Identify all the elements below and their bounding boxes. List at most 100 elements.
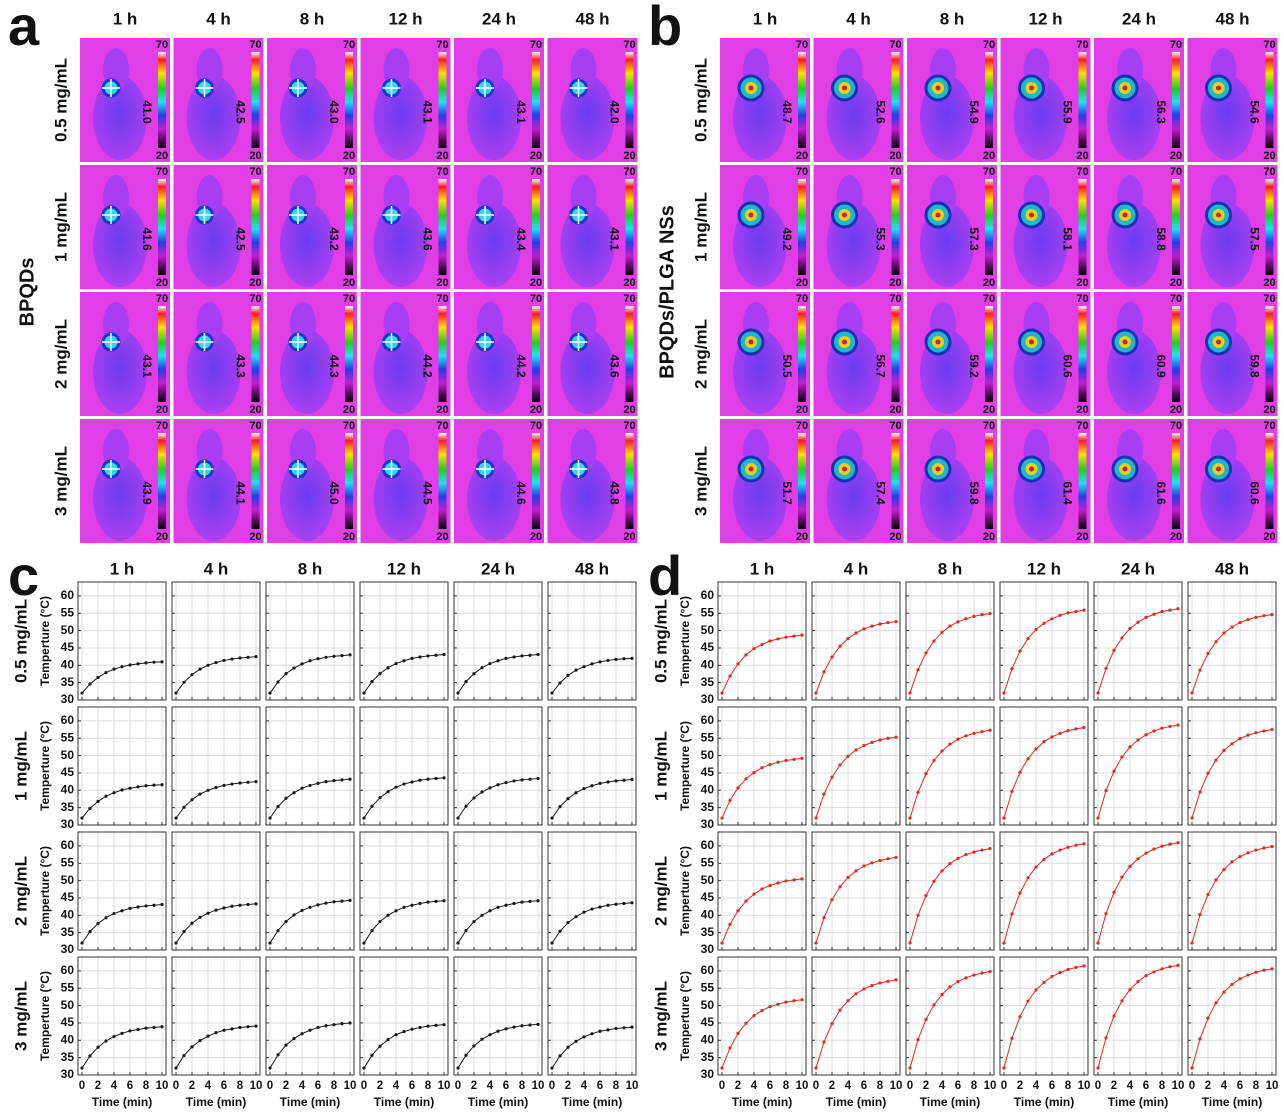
scale-max: 70 bbox=[156, 293, 168, 305]
scale-max: 70 bbox=[343, 293, 355, 305]
scale-max: 70 bbox=[1263, 39, 1275, 51]
data-point bbox=[948, 742, 952, 746]
column-label: 12 h bbox=[1028, 9, 1062, 28]
y-tick-label: 50 bbox=[61, 623, 75, 637]
color-bar bbox=[1265, 52, 1274, 148]
row-label: 1 mg/mL bbox=[11, 731, 30, 801]
small-chart bbox=[171, 581, 261, 701]
column-label: 8 h bbox=[940, 9, 965, 28]
data-point bbox=[1206, 892, 1210, 897]
small-chart bbox=[999, 831, 1089, 951]
data-point bbox=[442, 652, 446, 657]
column-label: 4 h bbox=[204, 559, 229, 578]
plot-border bbox=[1187, 831, 1277, 951]
data-point bbox=[1034, 988, 1038, 992]
data-point bbox=[1058, 731, 1062, 735]
scale-max: 70 bbox=[436, 39, 448, 51]
data-point bbox=[80, 691, 84, 695]
data-point bbox=[916, 1038, 920, 1042]
mouse-body bbox=[560, 330, 615, 414]
small-chart bbox=[905, 581, 995, 701]
data-point bbox=[394, 661, 398, 666]
data-point bbox=[956, 620, 960, 624]
data-point bbox=[1074, 965, 1078, 970]
y-tick-label: 35 bbox=[701, 800, 715, 814]
data-point bbox=[964, 617, 968, 621]
y-tick-label: 60 bbox=[61, 713, 75, 727]
scale-min: 20 bbox=[249, 277, 261, 289]
data-point bbox=[1254, 970, 1258, 974]
mouse-body bbox=[560, 203, 615, 287]
data-point bbox=[768, 883, 772, 888]
data-point bbox=[1010, 789, 1014, 793]
small-chart: 30 35 40 45 50 55 60 bbox=[61, 706, 167, 831]
data-point bbox=[214, 908, 218, 912]
color-bar bbox=[798, 433, 806, 529]
row-label: 3 mg/mL bbox=[11, 981, 30, 1051]
data-point bbox=[1270, 844, 1274, 849]
y-tick-label: 35 bbox=[61, 925, 75, 939]
scale-min: 20 bbox=[623, 150, 635, 162]
scale-max: 70 bbox=[1170, 39, 1182, 51]
data-point bbox=[246, 902, 250, 907]
data-point bbox=[222, 1028, 226, 1032]
color-bar bbox=[798, 306, 806, 402]
color-bar bbox=[438, 179, 447, 275]
color-bar bbox=[438, 52, 447, 148]
data-point bbox=[128, 1029, 132, 1033]
max-temperature: 60.6 bbox=[1247, 481, 1261, 505]
max-temperature: 54.9 bbox=[967, 100, 981, 124]
data-point bbox=[520, 1024, 524, 1028]
thermal-image: 70 20 55.9 bbox=[1000, 38, 1091, 162]
data-point bbox=[878, 738, 882, 742]
y-tick-label: 30 bbox=[61, 1067, 75, 1081]
mouse-body bbox=[467, 203, 521, 287]
x-tick-label: 6 bbox=[503, 1080, 509, 1092]
data-point bbox=[1050, 735, 1054, 739]
max-temperature: 43.8 bbox=[607, 481, 621, 505]
plot-border bbox=[999, 581, 1089, 701]
max-temperature: 44.2 bbox=[514, 354, 528, 378]
data-point bbox=[1160, 844, 1164, 848]
thermal-image: 70 20 43.1 bbox=[547, 165, 638, 289]
data-point bbox=[1104, 789, 1108, 793]
scale-max: 70 bbox=[983, 420, 995, 432]
data-point bbox=[174, 691, 178, 695]
data-point bbox=[300, 662, 304, 666]
data-point bbox=[814, 941, 818, 945]
data-point bbox=[1176, 841, 1180, 845]
data-point bbox=[800, 998, 804, 1002]
x-tick-label: 8 bbox=[783, 1080, 790, 1092]
data-point bbox=[254, 902, 258, 906]
data-point bbox=[744, 653, 748, 657]
data-point bbox=[246, 1025, 250, 1029]
thermal-image: 70 20 42.5 bbox=[173, 38, 264, 162]
data-point bbox=[104, 670, 108, 675]
data-point bbox=[558, 1054, 562, 1058]
plot-border bbox=[265, 581, 355, 701]
data-point bbox=[1238, 855, 1242, 859]
data-point bbox=[566, 1045, 570, 1049]
data-point bbox=[488, 1033, 492, 1037]
data-point bbox=[988, 728, 992, 732]
data-point bbox=[574, 915, 578, 919]
y-tick-label: 60 bbox=[701, 588, 715, 602]
plot-frame bbox=[265, 956, 355, 1076]
data-point bbox=[1176, 723, 1180, 727]
data-point bbox=[536, 899, 540, 903]
scale-min: 20 bbox=[1263, 404, 1275, 416]
plot-frame bbox=[547, 956, 637, 1076]
data-point bbox=[768, 1005, 772, 1009]
plot-border bbox=[905, 956, 995, 1076]
data-point bbox=[1246, 973, 1250, 977]
data-point bbox=[394, 785, 398, 789]
data-point bbox=[402, 1030, 406, 1034]
data-point bbox=[300, 1032, 304, 1036]
data-point bbox=[528, 653, 532, 657]
y-tick-label: 45 bbox=[61, 1015, 75, 1029]
data-point bbox=[528, 1023, 532, 1027]
scale-max: 70 bbox=[1170, 293, 1182, 305]
data-point bbox=[558, 681, 562, 685]
data-point bbox=[1270, 613, 1274, 617]
thermal-image: 70 20 43.2 bbox=[267, 165, 357, 289]
